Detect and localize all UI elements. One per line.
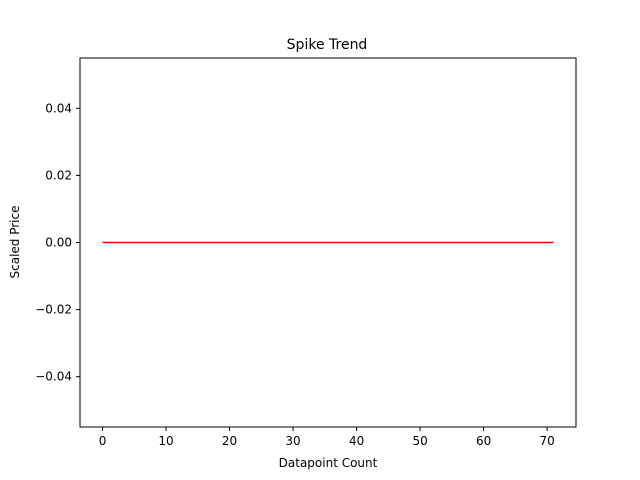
y-axis-label: Scaled Price <box>8 206 22 279</box>
y-tick-label: 0.00 <box>45 236 72 250</box>
x-axis-label: Datapoint Count <box>279 456 378 470</box>
x-tick-label: 10 <box>158 434 173 448</box>
x-tick-label: 30 <box>285 434 300 448</box>
chart-title: Spike Trend <box>287 37 368 53</box>
x-tick-label: 40 <box>349 434 364 448</box>
x-tick-label: 50 <box>412 434 427 448</box>
x-tick-label: 60 <box>476 434 491 448</box>
y-tick-label: 0.02 <box>45 168 72 182</box>
y-tick-label: −0.02 <box>35 303 72 317</box>
x-tick-label: 70 <box>539 434 554 448</box>
x-tick-label: 0 <box>99 434 107 448</box>
x-axis: 0 10 20 30 40 50 60 70 <box>99 427 555 448</box>
plot-frame <box>79 57 577 428</box>
y-axis: −0.04 −0.02 0.00 0.02 0.04 <box>35 101 80 384</box>
x-tick-label: 20 <box>222 434 237 448</box>
y-tick-label: 0.04 <box>45 101 72 115</box>
y-tick-label: −0.04 <box>35 370 72 384</box>
